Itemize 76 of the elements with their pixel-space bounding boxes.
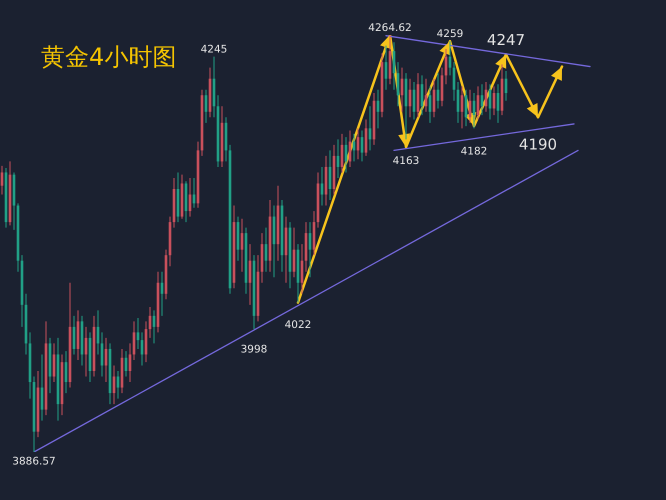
- candlestick: [464, 89, 468, 127]
- annotation: 4022: [284, 319, 312, 332]
- candlestick: [100, 332, 104, 378]
- candlestick: [376, 89, 380, 129]
- candlestick: [400, 67, 404, 112]
- candlestick: [148, 306, 152, 338]
- candlestick: [408, 78, 412, 118]
- candlestick: [384, 45, 388, 90]
- candlestick: [480, 84, 484, 116]
- candlestick: [300, 244, 304, 294]
- candlestick: [396, 62, 400, 107]
- candlestick: [468, 89, 472, 124]
- annotation: 4264.62: [368, 22, 412, 34]
- candlestick: [496, 84, 500, 124]
- candlestick: [420, 74, 424, 116]
- candlestick: [340, 133, 344, 173]
- candlestick: [444, 48, 448, 85]
- candlestick: [124, 350, 128, 378]
- candlestick: [204, 89, 208, 124]
- candlestick: [128, 342, 132, 383]
- candlestick: [472, 92, 476, 129]
- annotation: 4190: [518, 135, 558, 154]
- candlestick: [448, 40, 452, 76]
- candlestick: [112, 364, 116, 405]
- candlestick: [356, 128, 360, 160]
- candlestick: [352, 133, 356, 162]
- candlestick: [328, 150, 332, 201]
- candlestick: [188, 177, 192, 218]
- chart-title: 黄金4小时图: [41, 43, 176, 71]
- candlestick: [96, 310, 100, 355]
- annotation: 3998: [240, 344, 268, 356]
- candlestick: [432, 78, 436, 118]
- annotation: 4163: [392, 155, 420, 168]
- candlestick: [308, 222, 312, 278]
- candlestick: [104, 337, 108, 383]
- candlestick: [368, 106, 372, 151]
- candlestick: [72, 315, 76, 355]
- annotation: 4245: [200, 44, 228, 56]
- candlestick: [488, 84, 492, 120]
- candlestick: [456, 82, 460, 124]
- candlestick: [132, 320, 136, 360]
- annotation: 4182: [460, 146, 488, 158]
- candlestick: [240, 218, 244, 272]
- candlestick: [116, 370, 120, 400]
- candlestick: [0, 165, 4, 196]
- annotation: 4247: [486, 30, 526, 49]
- candlestick: [160, 271, 164, 316]
- candlestick: [348, 130, 352, 168]
- candlestick: [460, 86, 464, 129]
- candlestick: [336, 138, 340, 178]
- candlestick: [152, 310, 156, 344]
- candlestick: [52, 342, 56, 383]
- candlestick: [292, 227, 296, 278]
- candlestick: [192, 177, 196, 208]
- candlestick: [484, 82, 488, 112]
- candlestick: [392, 42, 396, 90]
- candlestick: [40, 354, 44, 422]
- candlestick: [492, 86, 496, 116]
- candlestick: [320, 166, 324, 206]
- candlestick: [344, 136, 348, 173]
- candlestick: [84, 326, 88, 378]
- candlestick: [264, 227, 268, 272]
- candlestick: [64, 350, 68, 394]
- candlestick: [436, 72, 440, 109]
- candlestick: [452, 62, 456, 102]
- candlestick: [504, 70, 508, 102]
- candlestick: [248, 244, 252, 306]
- annotation: 3886.57: [12, 456, 56, 468]
- candlestick: [140, 332, 144, 366]
- candlestick: [424, 78, 428, 112]
- candlestick: [476, 86, 480, 120]
- candlestick: [428, 86, 432, 124]
- candlestick: [136, 318, 140, 350]
- candlestick: [412, 82, 416, 120]
- annotation: 4259: [436, 28, 464, 40]
- candlestick: [360, 130, 364, 162]
